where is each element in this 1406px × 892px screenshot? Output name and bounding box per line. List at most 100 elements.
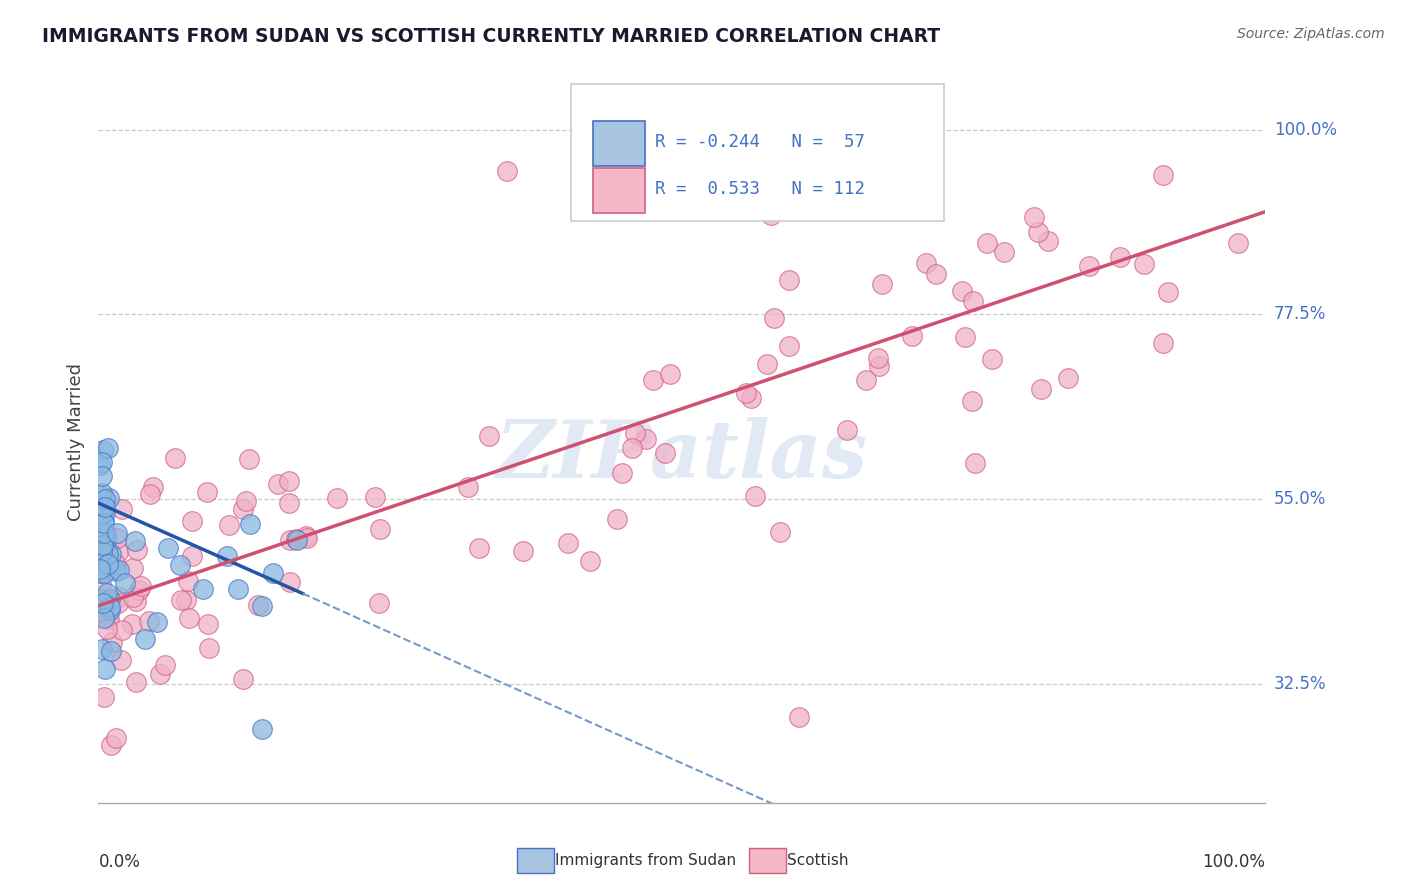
Point bbox=[98, 603, 121, 617]
Point bbox=[107, 596, 129, 610]
Point bbox=[1022, 210, 1045, 224]
Point bbox=[93, 596, 115, 610]
Point bbox=[759, 208, 782, 222]
Point bbox=[457, 480, 479, 494]
Point bbox=[96, 622, 118, 636]
Point bbox=[623, 425, 645, 440]
Point bbox=[280, 574, 302, 589]
Text: Source: ZipAtlas.com: Source: ZipAtlas.com bbox=[1237, 27, 1385, 41]
Point bbox=[468, 541, 491, 556]
Point bbox=[93, 566, 115, 580]
Point bbox=[232, 501, 254, 516]
Point bbox=[121, 616, 143, 631]
Point bbox=[496, 163, 519, 178]
Point bbox=[170, 593, 193, 607]
Point bbox=[868, 359, 890, 373]
Point bbox=[94, 524, 117, 539]
Point bbox=[107, 545, 129, 559]
Point bbox=[1038, 234, 1060, 248]
Point bbox=[1109, 251, 1132, 265]
Point bbox=[177, 611, 200, 625]
Point bbox=[93, 690, 115, 705]
Point bbox=[90, 642, 112, 657]
Point bbox=[105, 531, 128, 545]
Point bbox=[108, 563, 131, 577]
Text: ZIPatlas: ZIPatlas bbox=[496, 417, 868, 495]
Point bbox=[121, 591, 143, 605]
Point bbox=[89, 458, 111, 472]
Point bbox=[105, 526, 128, 541]
Point bbox=[97, 441, 120, 455]
Point bbox=[138, 486, 160, 500]
Point bbox=[606, 512, 628, 526]
FancyBboxPatch shape bbox=[593, 169, 644, 212]
Point bbox=[621, 441, 644, 455]
Point bbox=[89, 533, 111, 548]
Point bbox=[142, 480, 165, 494]
Point bbox=[124, 533, 146, 548]
Point bbox=[654, 446, 676, 460]
Point bbox=[121, 560, 143, 574]
Point bbox=[177, 574, 200, 588]
Point bbox=[146, 615, 169, 630]
Point bbox=[925, 267, 948, 281]
Point bbox=[149, 667, 172, 681]
Point bbox=[91, 545, 114, 559]
Point bbox=[195, 485, 218, 500]
Point bbox=[128, 582, 150, 597]
Point bbox=[100, 644, 122, 658]
Point bbox=[1226, 236, 1249, 251]
Point bbox=[962, 293, 984, 308]
Point bbox=[1056, 370, 1078, 384]
Text: 100.0%: 100.0% bbox=[1274, 120, 1337, 138]
Point bbox=[94, 535, 117, 549]
Point bbox=[198, 640, 221, 655]
Point bbox=[93, 513, 115, 527]
Point bbox=[125, 675, 148, 690]
Point bbox=[103, 556, 125, 570]
Point bbox=[950, 284, 973, 298]
Text: Scottish: Scottish bbox=[787, 854, 849, 868]
Point bbox=[868, 351, 890, 366]
Point bbox=[169, 558, 191, 572]
Point bbox=[105, 564, 128, 578]
Point bbox=[89, 562, 111, 576]
Point bbox=[659, 367, 682, 381]
Point bbox=[370, 522, 392, 536]
Point bbox=[98, 559, 121, 574]
Point bbox=[97, 547, 120, 561]
Point bbox=[238, 452, 260, 467]
Point bbox=[976, 236, 998, 251]
Point bbox=[90, 455, 112, 469]
Point bbox=[94, 602, 117, 616]
Point bbox=[778, 273, 800, 287]
Point bbox=[91, 538, 114, 552]
Point bbox=[778, 339, 800, 353]
Point bbox=[744, 489, 766, 503]
Point bbox=[111, 623, 134, 637]
Point bbox=[93, 611, 115, 625]
Text: 32.5%: 32.5% bbox=[1274, 674, 1326, 693]
Point bbox=[100, 739, 122, 753]
Point bbox=[235, 494, 257, 508]
Point bbox=[367, 597, 389, 611]
Point bbox=[94, 500, 117, 514]
Point bbox=[278, 533, 301, 547]
Point bbox=[769, 524, 792, 539]
Point bbox=[557, 536, 579, 550]
Point bbox=[91, 469, 114, 483]
Point bbox=[1029, 382, 1052, 396]
Point bbox=[125, 594, 148, 608]
Point bbox=[98, 612, 121, 626]
Point bbox=[94, 529, 117, 543]
Point bbox=[91, 523, 114, 537]
Point bbox=[1078, 259, 1101, 273]
Point bbox=[111, 502, 134, 516]
Text: IMMIGRANTS FROM SUDAN VS SCOTTISH CURRENTLY MARRIED CORRELATION CHART: IMMIGRANTS FROM SUDAN VS SCOTTISH CURREN… bbox=[42, 27, 941, 45]
Point bbox=[91, 592, 114, 607]
Y-axis label: Currently Married: Currently Married bbox=[66, 362, 84, 521]
Text: 0.0%: 0.0% bbox=[98, 854, 141, 871]
Point bbox=[100, 592, 122, 607]
Point bbox=[262, 566, 284, 580]
Point bbox=[108, 591, 131, 605]
